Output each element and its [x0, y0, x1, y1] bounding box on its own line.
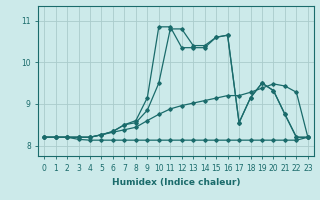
X-axis label: Humidex (Indice chaleur): Humidex (Indice chaleur) — [112, 178, 240, 187]
